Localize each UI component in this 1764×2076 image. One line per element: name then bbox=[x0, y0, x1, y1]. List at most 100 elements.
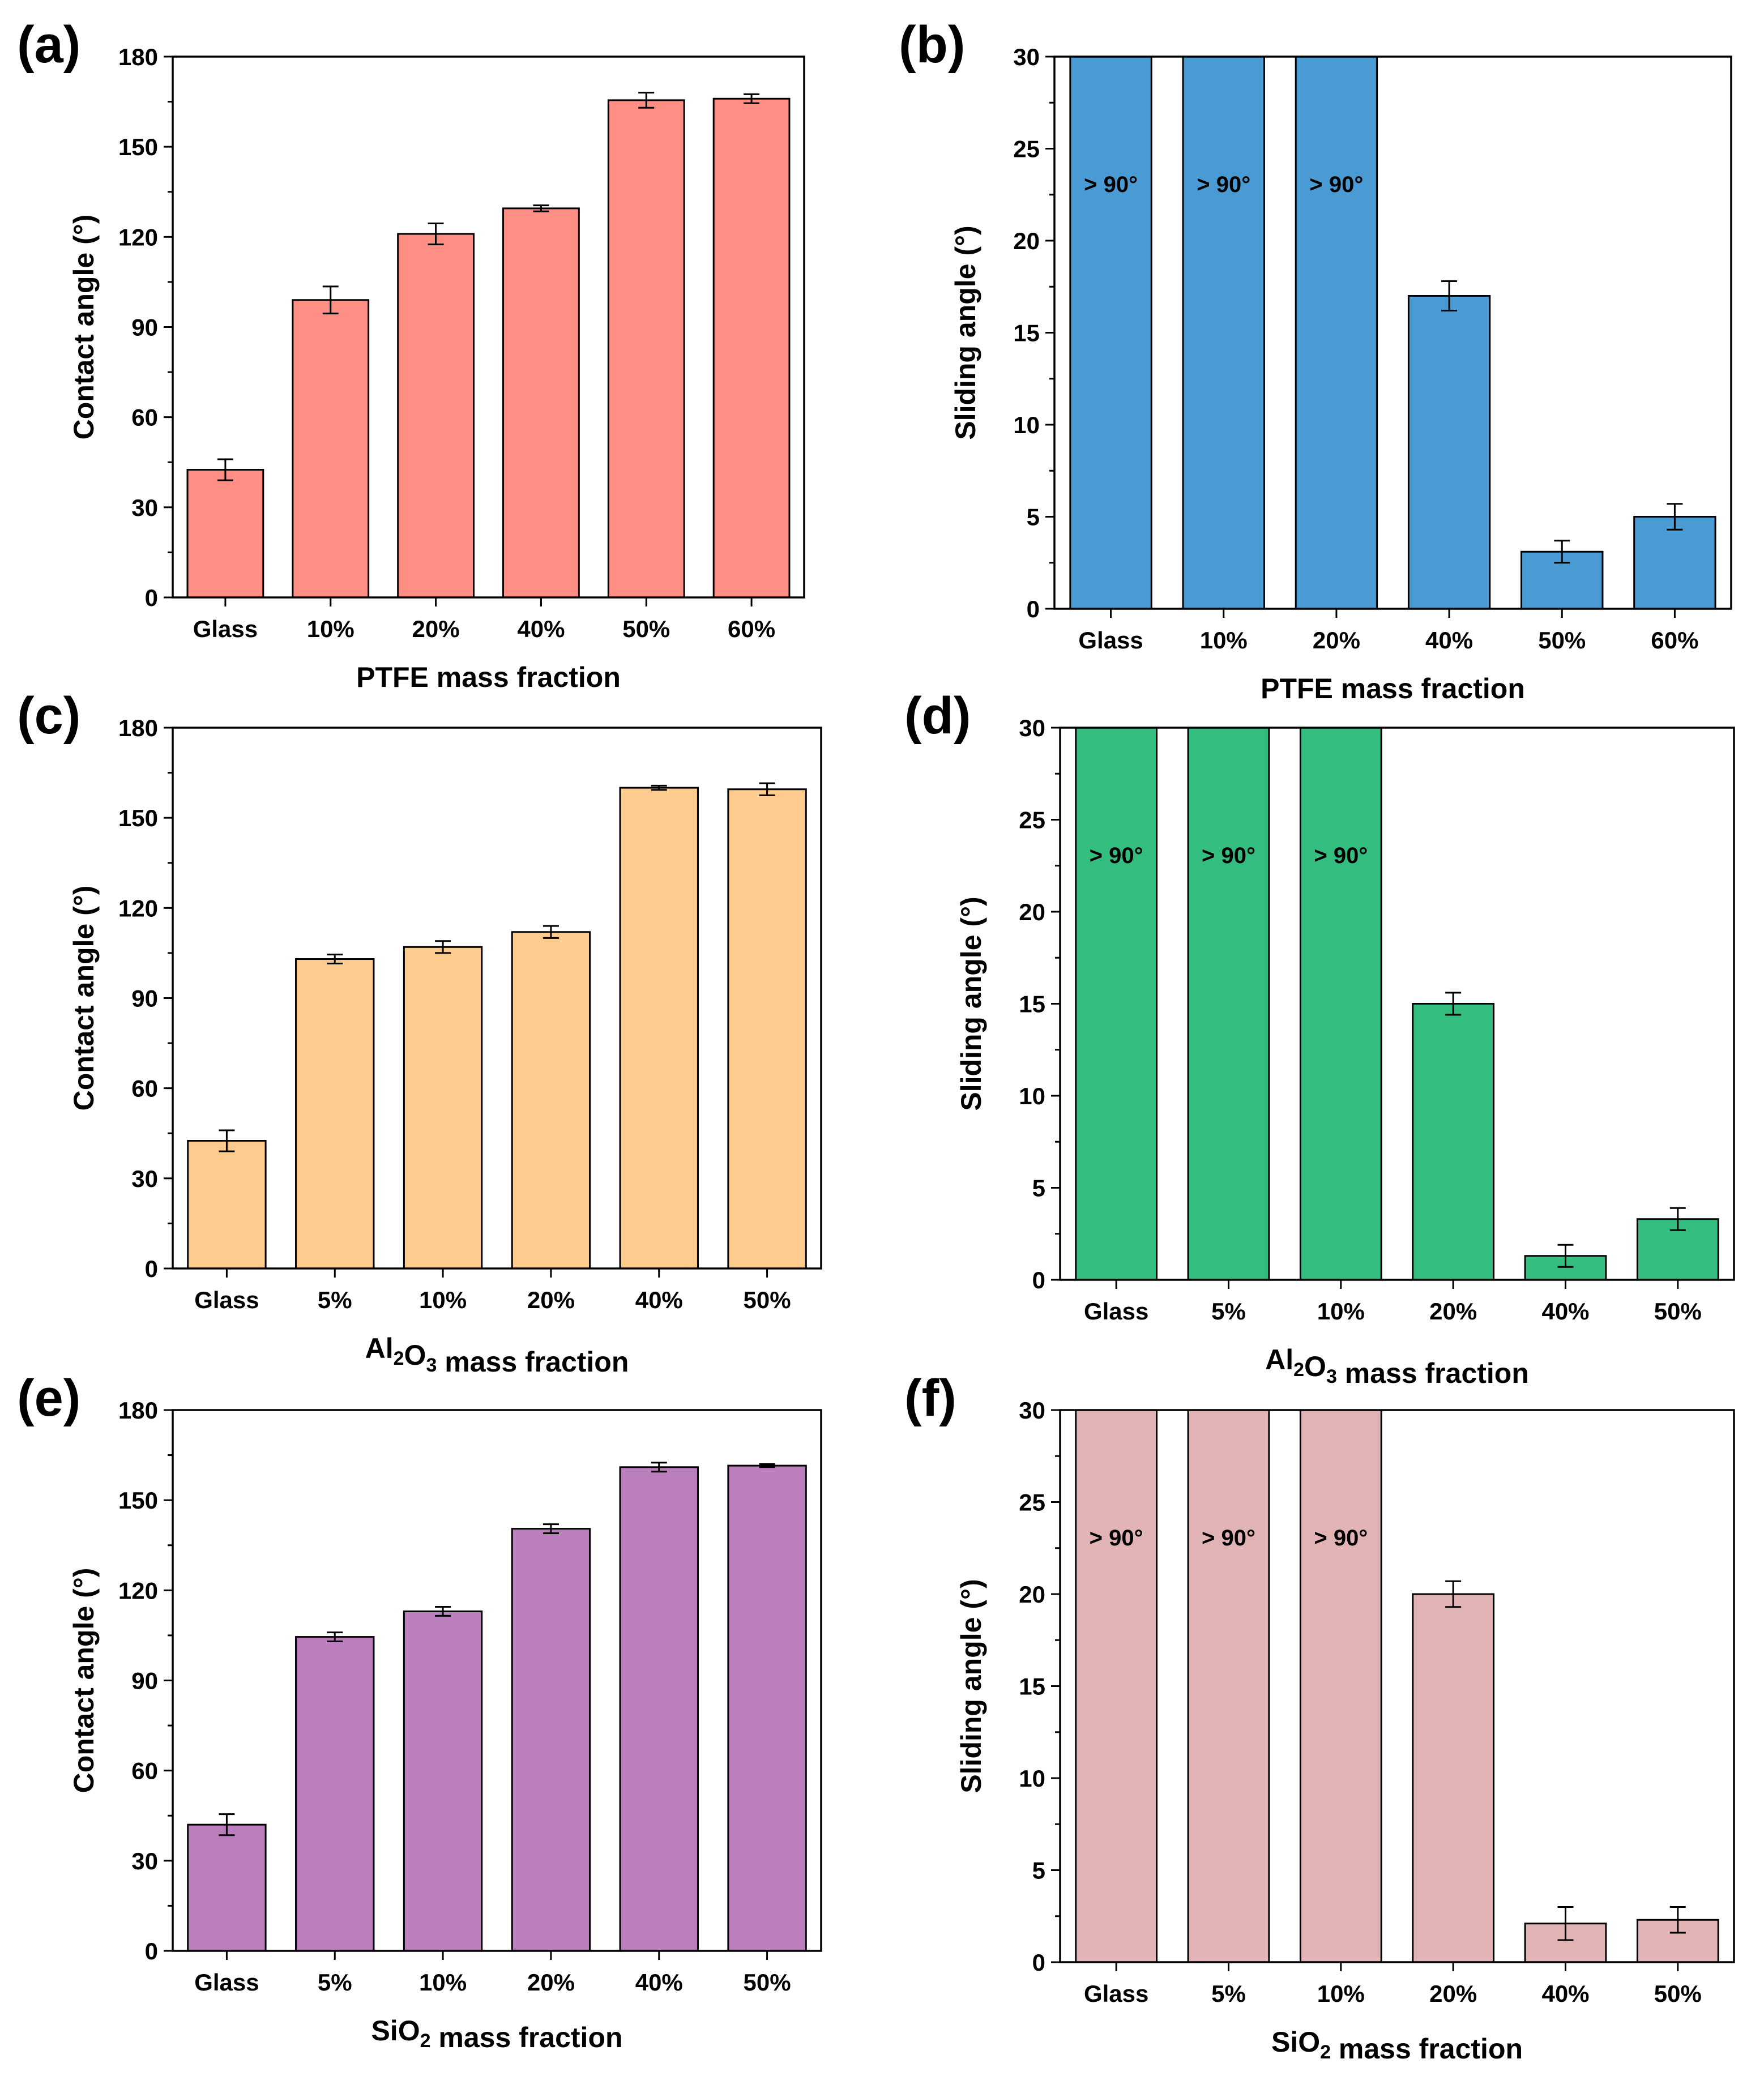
bar bbox=[187, 1823, 267, 1951]
y-tick-label: 60 bbox=[131, 1758, 158, 1784]
y-tick-label: 10 bbox=[1013, 412, 1040, 438]
error-bar bbox=[219, 1129, 235, 1152]
error-bar bbox=[327, 1631, 343, 1643]
y-tick-label: 30 bbox=[1013, 44, 1040, 70]
y-tick-label: 90 bbox=[131, 985, 158, 1012]
bar bbox=[1187, 728, 1270, 1280]
y-tick-label: 30 bbox=[131, 1848, 158, 1874]
bar bbox=[295, 958, 375, 1268]
y-tick-label: 0 bbox=[1027, 596, 1040, 622]
bar bbox=[1633, 516, 1716, 609]
x-axis-title: Al2O3 mass fraction bbox=[1265, 1344, 1529, 1389]
chart-panel: 0 30 60 90 120 150 180 Glass 5% 10% 20% 40% 50% Conta… bbox=[17, 687, 822, 1378]
error-bar bbox=[1557, 1906, 1574, 1941]
panel-label: (c) bbox=[17, 687, 80, 745]
panel-label: (a) bbox=[17, 16, 80, 74]
y-tick-label: 30 bbox=[1019, 1397, 1045, 1424]
bar bbox=[1182, 57, 1265, 609]
x-axis-title: Al2O3 mass fraction bbox=[365, 1332, 629, 1378]
error-bar bbox=[1554, 540, 1570, 564]
x-tick-label: Glass bbox=[193, 616, 258, 642]
y-tick-label: 10 bbox=[1019, 1765, 1045, 1792]
y-tick-label: 90 bbox=[131, 314, 158, 341]
x-tick-label: 20% bbox=[527, 1969, 575, 1996]
error-bar bbox=[759, 1463, 775, 1468]
y-tick-label: 120 bbox=[118, 1577, 158, 1604]
x-axis-title: PTFE mass fraction bbox=[1261, 673, 1525, 704]
x-tick-label: 10% bbox=[1317, 1298, 1365, 1325]
y-axis-title: Sliding angle (°) bbox=[955, 896, 987, 1110]
y-tick-label: 120 bbox=[118, 895, 158, 921]
x-tick-label: 40% bbox=[635, 1287, 683, 1313]
bar bbox=[607, 99, 685, 597]
error-bar bbox=[638, 92, 655, 109]
error-bar bbox=[1445, 1580, 1462, 1608]
bar bbox=[511, 931, 591, 1268]
x-tick-label: 40% bbox=[635, 1969, 683, 1996]
bar bbox=[1069, 57, 1152, 609]
bar bbox=[619, 1466, 699, 1951]
y-tick-label: 60 bbox=[131, 1075, 158, 1102]
y-tick-label: 15 bbox=[1013, 320, 1040, 347]
x-tick-label: 10% bbox=[419, 1287, 467, 1313]
y-tick-label: 150 bbox=[118, 805, 158, 831]
y-tick-label: 20 bbox=[1019, 1581, 1045, 1608]
y-tick-label: 15 bbox=[1019, 991, 1045, 1018]
x-axis-title: PTFE mass fraction bbox=[356, 661, 621, 693]
y-tick-label: 0 bbox=[1032, 1949, 1045, 1976]
y-tick-label: 150 bbox=[118, 134, 158, 160]
bar bbox=[403, 946, 483, 1268]
panel-label: (d) bbox=[904, 687, 971, 745]
error-bar bbox=[435, 1606, 451, 1617]
x-tick-label: 5% bbox=[1211, 1298, 1246, 1325]
y-tick-label: 20 bbox=[1019, 899, 1045, 925]
x-tick-label: 50% bbox=[744, 1969, 791, 1996]
bar bbox=[1412, 1003, 1495, 1280]
y-axis-title: Contact angle (°) bbox=[68, 886, 100, 1111]
y-tick-label: 180 bbox=[118, 44, 158, 70]
x-tick-label: Glass bbox=[194, 1969, 259, 1996]
chart-panel: 0 30 60 90 120 150 180 Glass 10% 20% 40% 50% 60% Cont… bbox=[17, 16, 805, 693]
chart-panel: > 90° > 90° > 90° 0 5 10 15 20 25 30 Glass 5% 10% 20%… bbox=[904, 687, 1735, 1389]
x-tick-label: 20% bbox=[1429, 1980, 1477, 2007]
y-axis-title: Contact angle (°) bbox=[68, 1568, 100, 1793]
bar bbox=[619, 787, 699, 1268]
error-bar bbox=[533, 204, 549, 212]
panel-label: (e) bbox=[17, 1369, 80, 1427]
bar-note-label: > 90° bbox=[1309, 172, 1363, 197]
x-tick-label: 20% bbox=[527, 1287, 575, 1313]
x-tick-label: 40% bbox=[517, 616, 565, 642]
x-tick-label: 40% bbox=[1425, 627, 1473, 653]
x-tick-label: 10% bbox=[1317, 1980, 1365, 2007]
x-tick-label: 60% bbox=[728, 616, 775, 642]
bar bbox=[1295, 57, 1378, 609]
x-tick-label: 5% bbox=[318, 1969, 352, 1996]
chart-panel: > 90° > 90° > 90° 0 5 10 15 20 25 30 Glass 10% 20% 40… bbox=[899, 16, 1732, 704]
x-tick-label: Glass bbox=[1084, 1980, 1148, 2007]
x-tick-label: 10% bbox=[1200, 627, 1248, 653]
bar bbox=[1412, 1593, 1495, 1962]
y-tick-label: 0 bbox=[145, 1938, 158, 1964]
error-bar bbox=[651, 784, 667, 791]
y-tick-label: 120 bbox=[118, 224, 158, 250]
y-tick-label: 25 bbox=[1013, 136, 1040, 163]
error-bar bbox=[759, 782, 775, 796]
error-bar bbox=[744, 93, 760, 104]
y-axis-title: Contact angle (°) bbox=[68, 215, 100, 440]
chart-panel: > 90° > 90° > 90° 0 5 10 15 20 25 30 Glass 5% 10% 20%… bbox=[904, 1369, 1735, 2065]
x-tick-label: Glass bbox=[1084, 1298, 1148, 1325]
y-tick-label: 10 bbox=[1019, 1083, 1045, 1109]
bar-note-label: > 90° bbox=[1090, 1526, 1143, 1550]
bar bbox=[727, 788, 807, 1268]
bar-note-label: > 90° bbox=[1197, 172, 1250, 197]
bar-note-label: > 90° bbox=[1314, 1526, 1368, 1550]
error-bar bbox=[543, 925, 559, 939]
bar bbox=[502, 207, 580, 597]
bar-note-label: > 90° bbox=[1202, 1526, 1255, 1550]
x-axis-title: SiO2 mass fraction bbox=[1271, 2026, 1523, 2065]
y-axis-title: Sliding angle (°) bbox=[950, 225, 981, 439]
error-bar bbox=[217, 458, 233, 481]
panel-label: (f) bbox=[904, 1369, 956, 1427]
error-bar bbox=[327, 954, 343, 964]
